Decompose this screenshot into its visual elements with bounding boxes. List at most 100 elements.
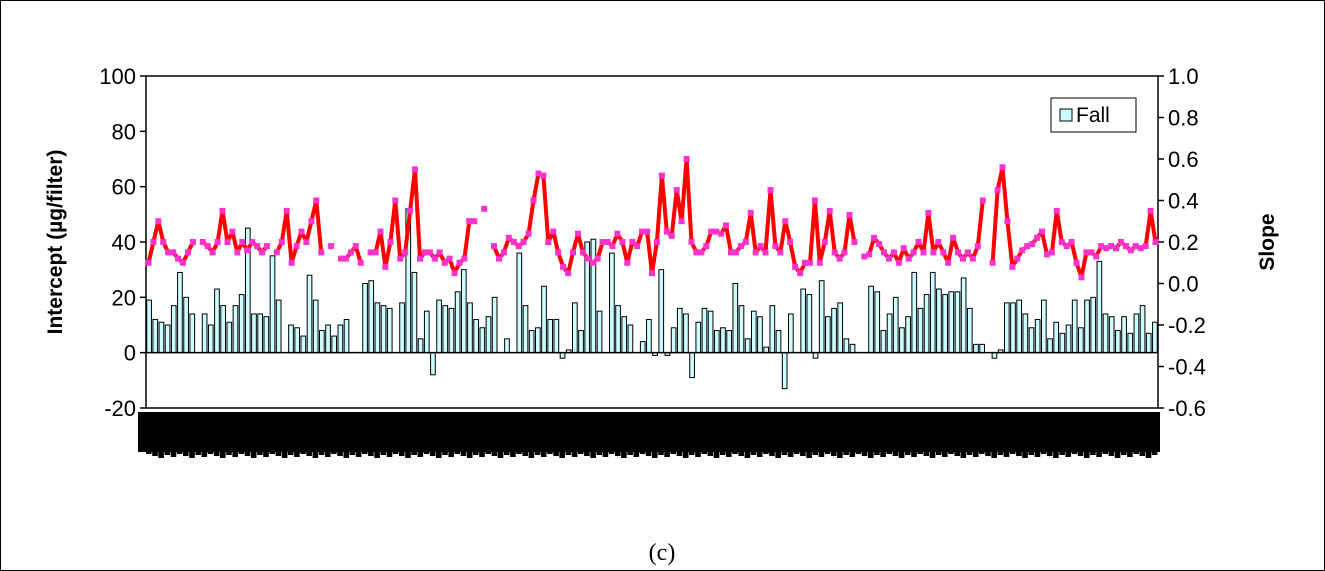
bar	[627, 324, 634, 354]
slope-marker	[1063, 243, 1070, 250]
slope-marker	[382, 263, 389, 270]
x-label-mark	[843, 450, 849, 455]
bar	[886, 313, 893, 354]
bar	[535, 327, 541, 354]
slope-marker	[397, 255, 404, 262]
x-label-mark	[917, 450, 923, 454]
x-label-mark	[1139, 450, 1146, 456]
bar	[183, 296, 189, 354]
slope-marker	[772, 243, 779, 250]
x-label-mark	[170, 450, 177, 457]
slope-marker	[713, 228, 720, 235]
x-label-mark	[892, 450, 899, 456]
x-label-mark	[516, 450, 522, 454]
x-label-mark	[1040, 450, 1047, 454]
bar	[362, 283, 368, 354]
x-label-mark	[837, 450, 843, 458]
slope-marker	[1048, 249, 1055, 256]
slope-marker	[969, 255, 976, 262]
slope-marker	[342, 255, 349, 262]
bar	[806, 294, 813, 354]
slope-marker	[639, 228, 646, 235]
slope-marker	[1108, 243, 1115, 250]
bar	[973, 343, 979, 354]
x-label-mark	[818, 450, 825, 457]
slope-line-segment	[274, 198, 324, 265]
bar	[207, 324, 214, 354]
bar	[788, 313, 794, 354]
slope-marker	[1093, 253, 1100, 260]
bar	[1078, 327, 1084, 354]
slope-line-segment	[492, 157, 857, 276]
bar	[553, 318, 560, 354]
x-label-mark	[497, 450, 504, 458]
bar	[251, 313, 257, 354]
x-label-mark	[608, 450, 615, 454]
x-label-mark	[436, 450, 442, 458]
slope-marker	[871, 234, 878, 241]
bar	[541, 285, 547, 354]
slope-marker	[160, 239, 167, 245]
slope-marker	[204, 243, 211, 250]
slope-marker	[1127, 247, 1134, 254]
bar	[1059, 332, 1066, 354]
x-label-mark	[306, 450, 312, 456]
bar	[676, 307, 683, 354]
x-label-mark	[596, 450, 603, 455]
bar	[226, 321, 233, 354]
x-label-mark	[300, 450, 306, 454]
bar	[689, 352, 695, 379]
x-label-mark	[874, 450, 880, 455]
slope-marker	[1118, 239, 1124, 245]
x-label-mark	[621, 450, 627, 458]
x-label-mark	[781, 450, 788, 455]
slope-marker	[1029, 241, 1036, 248]
bar	[275, 299, 282, 354]
slope-marker	[861, 253, 868, 260]
slope-marker	[584, 255, 591, 262]
legend-label-fall: Fall	[1076, 104, 1110, 127]
bar	[880, 330, 887, 354]
slope-marker	[234, 249, 241, 256]
slope-marker	[658, 172, 665, 179]
bar	[948, 291, 955, 354]
x-label-mark	[146, 450, 152, 454]
x-label-mark	[473, 450, 479, 455]
x-label-mark	[639, 450, 646, 454]
slope-marker	[417, 255, 423, 262]
x-label-mark	[454, 450, 461, 454]
x-label-mark	[911, 450, 917, 457]
x-label-mark	[929, 450, 936, 458]
x-label-mark	[763, 450, 769, 454]
right-tick-label: 0.4	[1168, 189, 1199, 214]
x-label-mark	[1145, 450, 1152, 458]
slope-marker	[288, 259, 295, 266]
slope-marker	[500, 249, 507, 256]
slope-marker	[535, 170, 542, 177]
bar	[929, 271, 936, 354]
slope-marker	[846, 212, 853, 218]
slope-marker	[1004, 218, 1011, 225]
bar	[485, 316, 492, 354]
x-label-mark	[719, 450, 726, 455]
x-label-mark	[1121, 450, 1127, 455]
x-label-mark	[923, 450, 930, 456]
bar	[720, 327, 726, 354]
slope-marker	[471, 218, 478, 225]
x-axis-labels	[138, 412, 1160, 458]
slope-marker	[1137, 245, 1144, 252]
slope-marker	[945, 259, 952, 266]
slope-marker	[816, 259, 823, 266]
slope-marker	[338, 255, 344, 262]
x-label-mark	[485, 450, 491, 454]
x-label-mark	[386, 450, 393, 457]
slope-marker	[624, 259, 631, 266]
x-label-mark	[1065, 450, 1071, 457]
x-label-mark	[602, 450, 609, 457]
bar	[701, 307, 708, 354]
slope-marker	[979, 197, 986, 204]
left-axis-title: Intercept (µg/filter)	[44, 150, 67, 335]
bar	[454, 291, 461, 354]
slope-marker	[708, 228, 715, 235]
bar	[522, 305, 529, 354]
